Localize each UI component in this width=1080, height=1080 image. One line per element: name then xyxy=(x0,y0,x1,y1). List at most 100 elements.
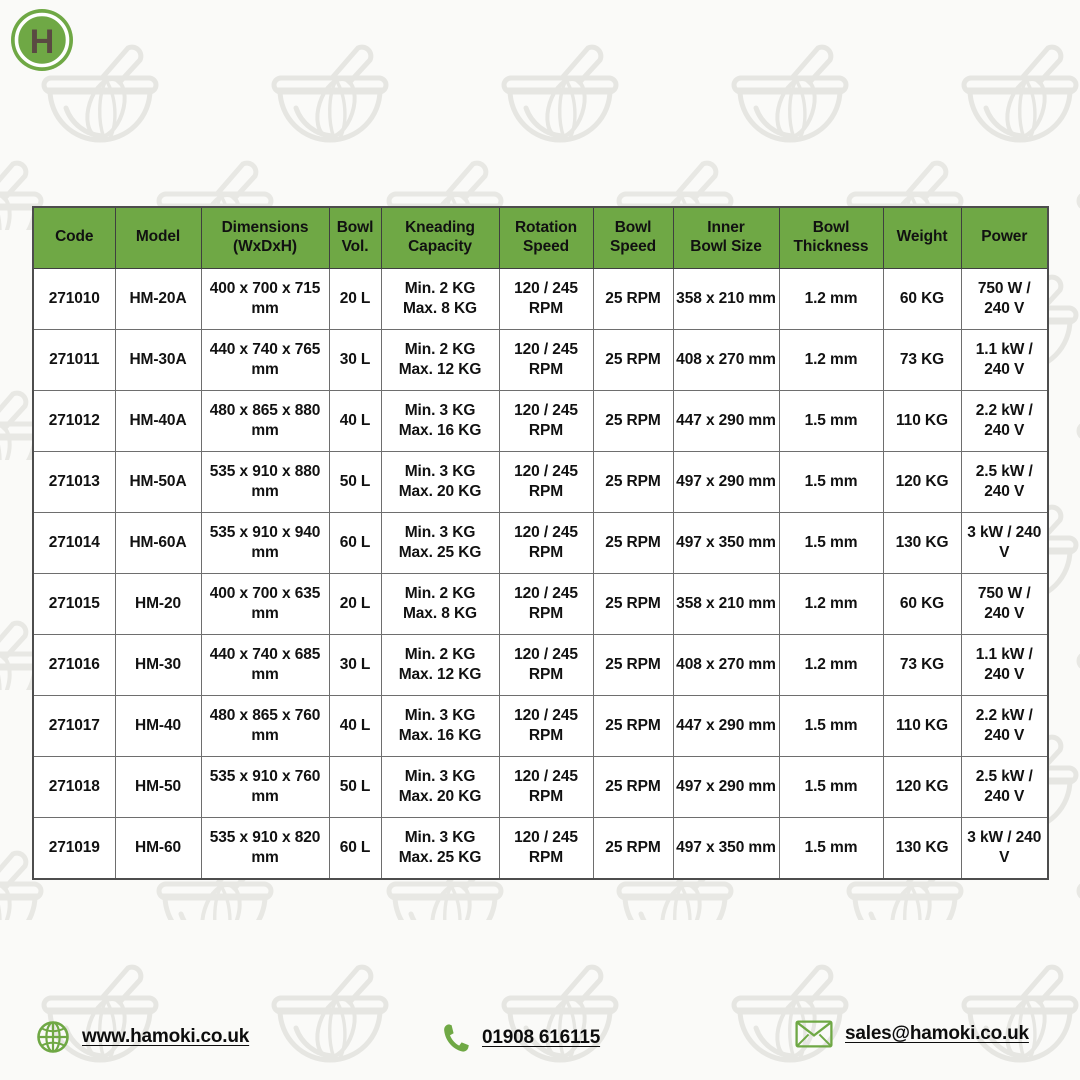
cell-power: 3 kW / 240 V xyxy=(960,816,1049,880)
cell-dimensions: 535 x 910 x 820 mm xyxy=(200,816,330,880)
footer-website[interactable]: www.hamoki.co.uk xyxy=(36,1020,249,1054)
kneading-min: Min. 2 KG xyxy=(404,279,476,297)
kneading-max: Max. 20 KG xyxy=(398,482,482,500)
header-line: Code xyxy=(55,228,94,246)
cell-bowl-vol: 30 L xyxy=(328,328,382,391)
cell-weight: 60 KG xyxy=(882,572,962,635)
column-header-rotation-speed: Rotation Speed xyxy=(498,206,594,269)
cell-bowl-thickness: 1.5 mm xyxy=(778,755,884,818)
cell-kneading-capacity: Min. 3 KG Max. 20 KG xyxy=(380,450,500,513)
cell-power: 1.1 kW / 240 V xyxy=(960,328,1049,391)
cell-dimensions: 400 x 700 x 635 mm xyxy=(200,572,330,635)
cell-power: 2.2 kW / 240 V xyxy=(960,389,1049,452)
cell-model: HM-60 xyxy=(114,816,202,880)
kneading-min: Min. 2 KG xyxy=(404,645,476,663)
cell-bowl-thickness: 1.5 mm xyxy=(778,389,884,452)
cell-kneading-capacity: Min. 2 KG Max. 12 KG xyxy=(380,633,500,696)
cell-inner-bowl-size: 497 x 290 mm xyxy=(672,755,780,818)
cell-bowl-vol: 50 L xyxy=(328,755,382,818)
cell-bowl-thickness: 1.2 mm xyxy=(778,328,884,391)
header-line: Vol. xyxy=(341,237,369,255)
cell-bowl-thickness: 1.2 mm xyxy=(778,572,884,635)
cell-bowl-speed: 25 RPM xyxy=(592,633,674,696)
cell-inner-bowl-size: 447 x 290 mm xyxy=(672,389,780,452)
globe-icon xyxy=(37,1021,69,1053)
cell-kneading-capacity: Min. 2 KG Max. 8 KG xyxy=(380,267,500,330)
cell-model: HM-40 xyxy=(114,694,202,757)
cell-dimensions: 535 x 910 x 880 mm xyxy=(200,450,330,513)
table-row: 271018 HM-50 535 x 910 x 760 mm 50 L Min. 3 … xyxy=(32,755,1049,818)
cell-rotation-speed: 120 / 245 RPM xyxy=(498,389,594,452)
footer-email[interactable]: sales@hamoki.co.uk xyxy=(795,1020,1029,1048)
cell-inner-bowl-size: 408 x 270 mm xyxy=(672,633,780,696)
cell-dimensions: 440 x 740 x 685 mm xyxy=(200,633,330,696)
cell-kneading-capacity: Min. 3 KG Max. 25 KG xyxy=(380,816,500,880)
kneading-min: Min. 3 KG xyxy=(404,828,476,846)
table-body: 271010 HM-20A 400 x 700 x 715 mm 20 L Min. 2… xyxy=(32,267,1049,880)
header-line: Kneading xyxy=(405,219,475,236)
cell-bowl-vol: 40 L xyxy=(328,389,382,452)
table-row: 271019 HM-60 535 x 910 x 820 mm 60 L Min. 3 … xyxy=(32,816,1049,880)
cell-weight: 73 KG xyxy=(882,633,962,696)
email-text[interactable]: sales@hamoki.co.uk xyxy=(845,1023,1029,1044)
cell-bowl-speed: 25 RPM xyxy=(592,511,674,574)
cell-code: 271013 xyxy=(32,450,116,513)
kneading-min: Min. 3 KG xyxy=(404,767,476,785)
kneading-max: Max. 16 KG xyxy=(398,421,482,439)
kneading-max: Max. 20 KG xyxy=(398,787,482,805)
cell-dimensions: 440 x 740 x 765 mm xyxy=(200,328,330,391)
cell-dimensions: 480 x 865 x 880 mm xyxy=(200,389,330,452)
cell-bowl-thickness: 1.5 mm xyxy=(778,694,884,757)
kneading-min: Min. 2 KG xyxy=(404,340,476,358)
cell-code: 271017 xyxy=(32,694,116,757)
cell-power: 750 W / 240 V xyxy=(960,267,1049,330)
header-line: Dimensions xyxy=(221,219,309,236)
cell-power: 750 W / 240 V xyxy=(960,572,1049,635)
cell-dimensions: 480 x 865 x 760 mm xyxy=(200,694,330,757)
column-header-power: Power xyxy=(960,206,1049,269)
header-line: Thickness xyxy=(793,237,869,255)
column-header-code: Code xyxy=(32,206,116,269)
header-line: Model xyxy=(135,228,181,246)
cell-code: 271015 xyxy=(32,572,116,635)
table-row: 271011 HM-30A 440 x 740 x 765 mm 30 L Min. 2… xyxy=(32,328,1049,391)
cell-code: 271010 xyxy=(32,267,116,330)
phone-icon xyxy=(444,1024,469,1052)
cell-rotation-speed: 120 / 245 RPM xyxy=(498,450,594,513)
table-row: 271012 HM-40A 480 x 865 x 880 mm 40 L Min. 3… xyxy=(32,389,1049,452)
cell-bowl-vol: 40 L xyxy=(328,694,382,757)
column-header-kneading-capacity: Kneading Capacity xyxy=(380,206,500,269)
cell-weight: 120 KG xyxy=(882,755,962,818)
cell-dimensions: 535 x 910 x 940 mm xyxy=(200,511,330,574)
cell-code: 271018 xyxy=(32,755,116,818)
kneading-min: Min. 3 KG xyxy=(404,401,476,419)
footer-phone[interactable]: 01908 616115 xyxy=(443,1023,600,1053)
cell-weight: 110 KG xyxy=(882,389,962,452)
cell-bowl-thickness: 1.2 mm xyxy=(778,633,884,696)
logo-letter: H xyxy=(30,23,55,61)
cell-weight: 73 KG xyxy=(882,328,962,391)
website-text[interactable]: www.hamoki.co.uk xyxy=(82,1026,250,1047)
cell-rotation-speed: 120 / 245 RPM xyxy=(498,267,594,330)
kneading-max: Max. 25 KG xyxy=(398,543,482,561)
envelope-icon xyxy=(795,1020,833,1048)
table-row: 271016 HM-30 440 x 740 x 685 mm 30 L Min. 2 … xyxy=(32,633,1049,696)
table-row: 271017 HM-40 480 x 865 x 760 mm 40 L Min. 3 … xyxy=(32,694,1049,757)
cell-bowl-thickness: 1.5 mm xyxy=(778,511,884,574)
spec-table-container: Code Model Dimensions (WxDxH) Bowl Vol. … xyxy=(32,206,1049,880)
cell-bowl-speed: 25 RPM xyxy=(592,755,674,818)
cell-model: HM-40A xyxy=(114,389,202,452)
phone-text[interactable]: 01908 616115 xyxy=(482,1027,601,1048)
header-line: Bowl xyxy=(614,219,652,236)
cell-bowl-vol: 20 L xyxy=(328,572,382,635)
cell-model: HM-20 xyxy=(114,572,202,635)
cell-rotation-speed: 120 / 245 RPM xyxy=(498,572,594,635)
kneading-max: Max. 25 KG xyxy=(398,848,482,866)
table-row: 271014 HM-60A 535 x 910 x 940 mm 60 L Min. 3… xyxy=(32,511,1049,574)
column-header-model: Model xyxy=(114,206,202,269)
cell-bowl-vol: 50 L xyxy=(328,450,382,513)
cell-weight: 60 KG xyxy=(882,267,962,330)
cell-rotation-speed: 120 / 245 RPM xyxy=(498,511,594,574)
cell-code: 271014 xyxy=(32,511,116,574)
cell-power: 1.1 kW / 240 V xyxy=(960,633,1049,696)
